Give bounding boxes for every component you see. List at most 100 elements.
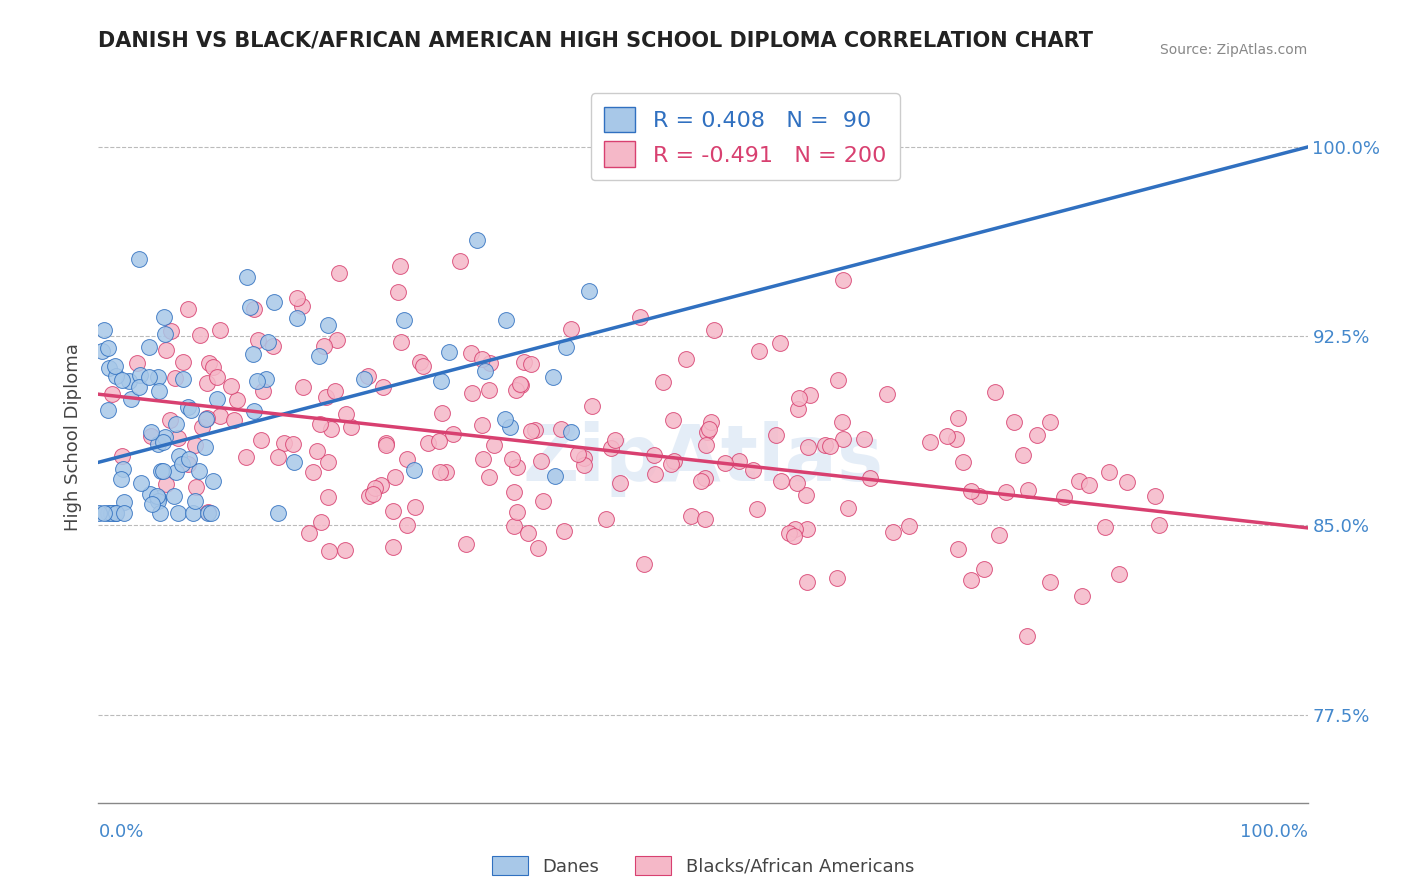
Point bbox=[208, 409, 231, 423]
Point bbox=[796, 575, 818, 590]
Point bbox=[104, 506, 127, 520]
Point bbox=[679, 508, 702, 523]
Point bbox=[266, 450, 288, 464]
Point bbox=[396, 518, 419, 533]
Point bbox=[987, 528, 1010, 542]
Point bbox=[506, 460, 529, 475]
Point bbox=[105, 506, 128, 520]
Point bbox=[659, 457, 682, 471]
Point bbox=[200, 506, 222, 520]
Point bbox=[110, 472, 132, 486]
Point bbox=[316, 454, 339, 468]
Point bbox=[195, 376, 218, 390]
Point bbox=[91, 344, 114, 359]
Point bbox=[1039, 415, 1062, 429]
Point bbox=[315, 390, 337, 404]
Point bbox=[973, 562, 995, 576]
Point bbox=[155, 430, 177, 444]
Point bbox=[138, 486, 160, 500]
Point bbox=[103, 506, 125, 520]
Point bbox=[112, 494, 135, 508]
Point bbox=[263, 295, 285, 310]
Point bbox=[554, 340, 576, 354]
Point bbox=[936, 428, 959, 442]
Point bbox=[643, 448, 665, 462]
Point bbox=[128, 252, 150, 266]
Point bbox=[153, 310, 176, 325]
Point bbox=[527, 541, 550, 556]
Point bbox=[765, 428, 787, 442]
Point bbox=[247, 333, 270, 347]
Point bbox=[531, 494, 554, 508]
Point bbox=[523, 423, 546, 437]
Point bbox=[180, 402, 202, 417]
Point bbox=[599, 441, 621, 455]
Point bbox=[513, 354, 536, 368]
Point bbox=[778, 525, 800, 540]
Point bbox=[501, 452, 523, 467]
Point bbox=[387, 285, 409, 299]
Point bbox=[93, 506, 115, 520]
Legend: Danes, Blacks/African Americans: Danes, Blacks/African Americans bbox=[485, 849, 921, 883]
Y-axis label: High School Diploma: High School Diploma bbox=[65, 343, 83, 531]
Point bbox=[541, 370, 564, 384]
Point bbox=[249, 433, 271, 447]
Point bbox=[1098, 465, 1121, 479]
Point bbox=[820, 439, 842, 453]
Point bbox=[155, 326, 177, 341]
Text: Source: ZipAtlas.com: Source: ZipAtlas.com bbox=[1160, 43, 1308, 57]
Point bbox=[167, 431, 190, 445]
Point bbox=[799, 387, 821, 401]
Point bbox=[831, 432, 853, 446]
Point bbox=[205, 392, 228, 406]
Point bbox=[1011, 448, 1033, 462]
Point bbox=[745, 501, 768, 516]
Point bbox=[235, 450, 257, 465]
Point bbox=[478, 384, 501, 398]
Point bbox=[184, 480, 207, 494]
Point bbox=[111, 373, 134, 387]
Point bbox=[205, 370, 228, 384]
Point bbox=[837, 500, 859, 515]
Point bbox=[242, 404, 264, 418]
Point bbox=[326, 333, 349, 347]
Point bbox=[796, 522, 818, 536]
Point bbox=[382, 504, 405, 518]
Text: 100.0%: 100.0% bbox=[1240, 823, 1308, 841]
Point bbox=[770, 474, 793, 488]
Point bbox=[267, 506, 290, 520]
Point bbox=[382, 540, 405, 554]
Point bbox=[560, 425, 582, 439]
Point bbox=[741, 462, 763, 476]
Point bbox=[146, 494, 169, 508]
Point bbox=[797, 440, 820, 454]
Point bbox=[697, 421, 720, 435]
Point bbox=[165, 417, 187, 431]
Point bbox=[152, 464, 174, 478]
Point bbox=[785, 522, 807, 536]
Point bbox=[567, 447, 589, 461]
Point bbox=[572, 451, 595, 466]
Point bbox=[224, 413, 246, 427]
Point bbox=[149, 464, 172, 478]
Point bbox=[328, 266, 350, 280]
Point bbox=[112, 506, 135, 520]
Point bbox=[696, 425, 718, 440]
Point bbox=[97, 506, 120, 520]
Point bbox=[695, 438, 717, 452]
Point bbox=[693, 471, 716, 485]
Point bbox=[429, 466, 451, 480]
Point bbox=[572, 458, 595, 472]
Point bbox=[416, 436, 439, 450]
Point bbox=[254, 372, 277, 386]
Point bbox=[309, 417, 332, 431]
Point bbox=[794, 488, 817, 502]
Point bbox=[960, 573, 983, 587]
Point bbox=[633, 557, 655, 571]
Point bbox=[389, 259, 412, 273]
Point bbox=[371, 380, 394, 394]
Point bbox=[302, 465, 325, 479]
Point bbox=[581, 400, 603, 414]
Point bbox=[318, 543, 340, 558]
Point bbox=[456, 537, 478, 551]
